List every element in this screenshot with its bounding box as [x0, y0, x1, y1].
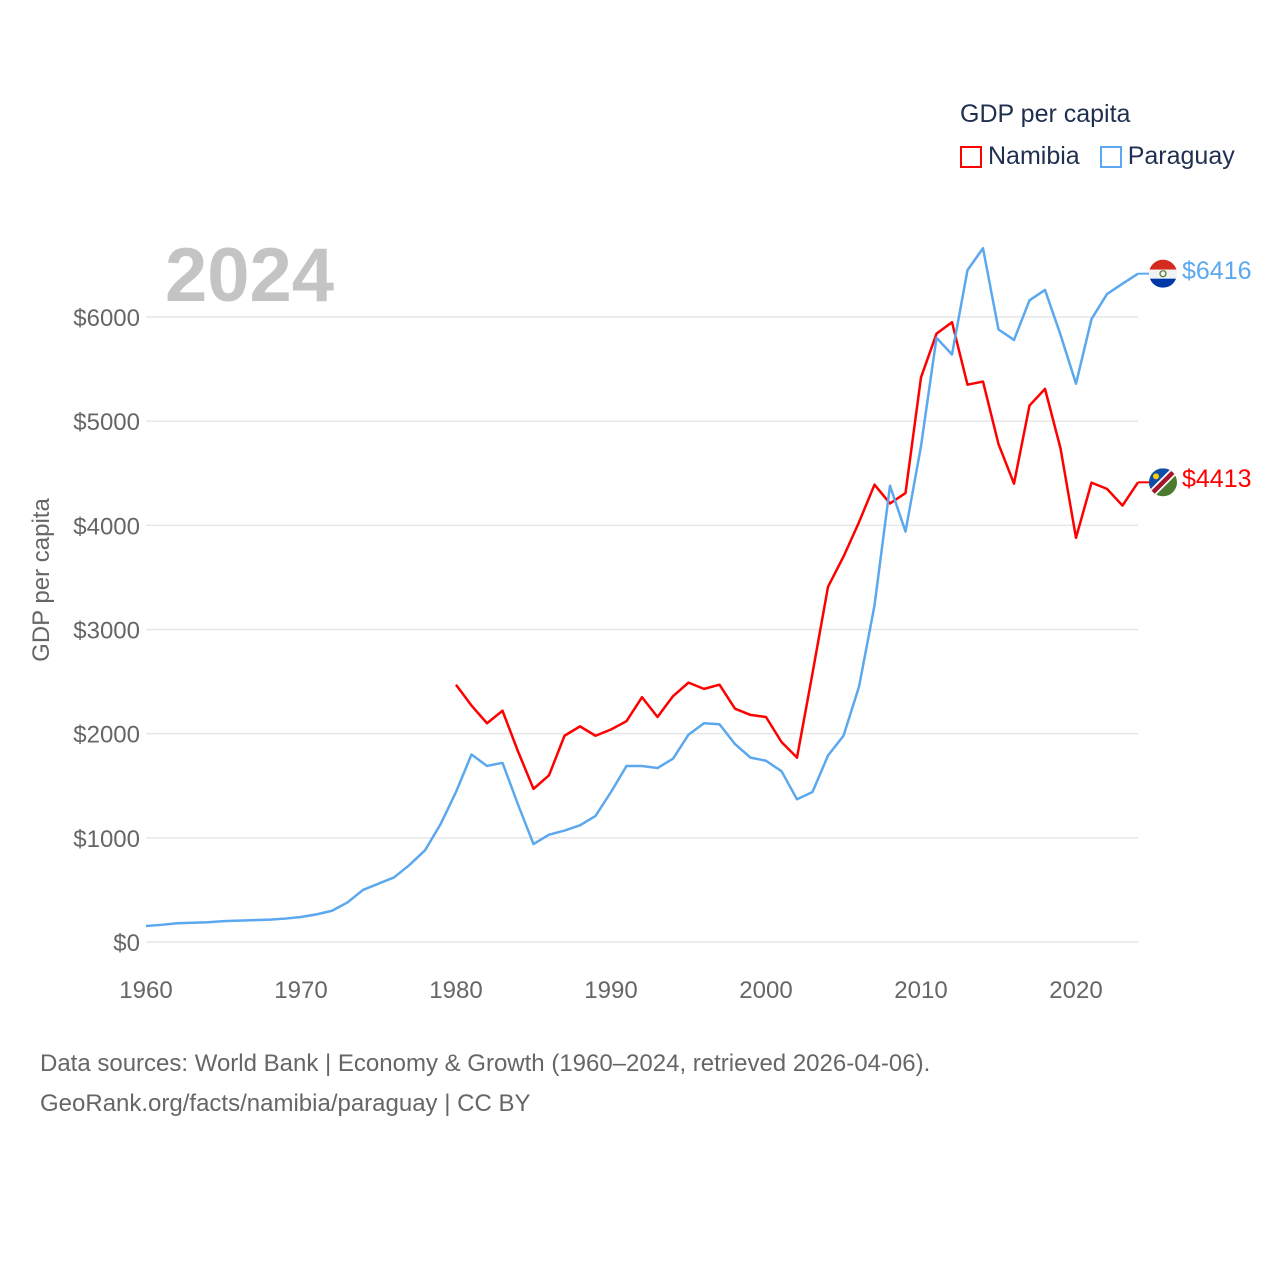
- source-line-2[interactable]: GeoRank.org/facts/namibia/paraguay | CC …: [40, 1090, 531, 1117]
- legend-swatch-namibia: [960, 145, 982, 168]
- x-tick-label: 1970: [274, 977, 327, 1004]
- legend-title: GDP per capita: [960, 100, 1131, 128]
- y-tick-label: $6000: [73, 305, 140, 332]
- y-tick-label: $4000: [73, 513, 140, 540]
- x-tick-label: 1960: [119, 977, 172, 1004]
- x-tick-label: 2010: [894, 977, 947, 1004]
- y-tick-label: $1000: [73, 826, 140, 853]
- x-tick-label: 2000: [739, 977, 792, 1004]
- y-axis-label: GDP per capita: [28, 498, 55, 662]
- series-line-namibia: [454, 320, 1140, 791]
- legend-item-paraguay[interactable]: Paraguay: [1099, 142, 1235, 171]
- legend-label: Paraguay: [1127, 142, 1235, 170]
- x-tick-label: 1980: [429, 977, 482, 1004]
- legend: Namibia Paraguay: [960, 142, 1235, 171]
- current-year-label: 2024: [165, 233, 335, 318]
- series-line-paraguay: [145, 247, 1139, 928]
- x-tick-label: 1990: [584, 977, 637, 1004]
- y-tick-label: $0: [113, 930, 140, 957]
- y-tick-label: $5000: [73, 409, 140, 436]
- y-tick-label: $2000: [73, 722, 140, 749]
- legend-swatch-paraguay: [1099, 145, 1122, 168]
- paraguay-flag-icon: [1149, 259, 1177, 288]
- namibia-flag-icon: [1149, 468, 1177, 497]
- x-tick-label: 2020: [1049, 977, 1102, 1004]
- end-label-namibia: $4413: [1182, 465, 1252, 493]
- end-label-paraguay: $6416: [1182, 257, 1252, 285]
- legend-label: Namibia: [988, 142, 1080, 170]
- source-line-1: Data sources: World Bank | Economy & Gro…: [40, 1050, 931, 1077]
- source-note: Data sources: World Bank | Economy & Gro…: [40, 1044, 930, 1124]
- y-tick-label: $3000: [73, 618, 140, 645]
- legend-item-namibia[interactable]: Namibia: [960, 142, 1080, 171]
